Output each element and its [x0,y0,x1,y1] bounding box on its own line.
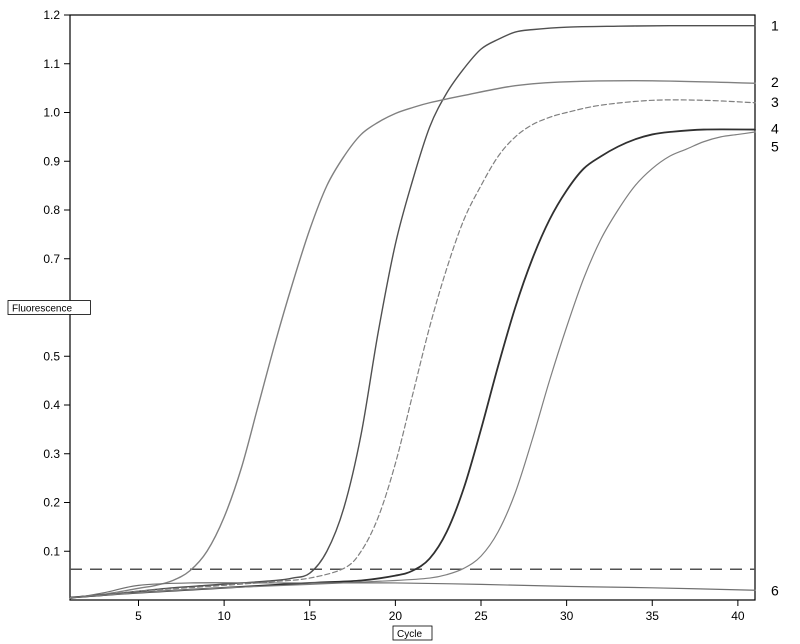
series-label-6: 6 [771,582,779,598]
y-tick-label: 1.0 [43,106,60,120]
series-label-3: 3 [771,94,779,110]
y-axis-label: Fluorescence [12,304,72,315]
y-tick-label: 0.9 [43,154,60,168]
x-tick-label: 20 [389,609,403,623]
x-axis-label: Cycle [397,629,422,640]
y-tick-label: 1.1 [43,57,60,71]
chart-svg: 0.10.20.30.40.50.60.70.80.91.01.11.25101… [0,0,800,644]
x-tick-label: 10 [217,609,231,623]
series-label-5: 5 [771,139,779,155]
x-tick-label: 5 [135,609,142,623]
y-tick-label: 0.3 [43,447,60,461]
series-label-1: 1 [771,18,779,34]
y-tick-label: 0.8 [43,203,60,217]
series-label-2: 2 [771,74,779,90]
y-tick-label: 0.7 [43,252,60,266]
x-tick-label: 30 [560,609,574,623]
y-tick-label: 0.4 [43,398,60,412]
y-tick-label: 0.2 [43,496,60,510]
qpcr-chart: 0.10.20.30.40.50.60.70.80.91.01.11.25101… [0,0,800,644]
x-tick-label: 15 [303,609,317,623]
x-tick-label: 25 [474,609,488,623]
x-tick-label: 35 [646,609,660,623]
x-tick-label: 40 [731,609,745,623]
y-tick-label: 1.2 [43,8,60,22]
y-tick-label: 0.5 [43,349,60,363]
y-tick-label: 0.1 [43,544,60,558]
series-label-4: 4 [771,121,779,137]
